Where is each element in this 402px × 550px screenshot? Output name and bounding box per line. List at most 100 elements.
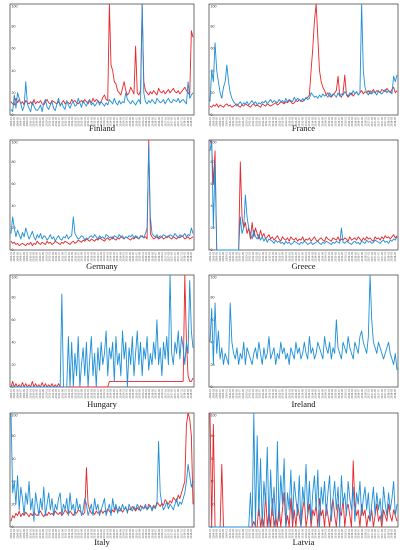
x-tick-label: 2014-11 <box>324 388 328 398</box>
y-tick-label: 60 <box>12 47 16 51</box>
x-tick-label: 2015-11 <box>141 528 145 538</box>
x-tick-label: 2013-05 <box>93 251 97 261</box>
x-tick-label: 2017-07 <box>376 528 380 538</box>
x-tick-label: 2014-07 <box>115 528 119 538</box>
x-tick-label: 2017-07 <box>376 388 380 398</box>
x-tick-label: 2011-09 <box>261 528 265 538</box>
y-tick-label: 40 <box>211 204 215 208</box>
x-tick-label: 2014-07 <box>115 251 119 261</box>
x-tick-label: 2011-01 <box>248 251 252 261</box>
x-tick-label: 2010-11 <box>44 116 48 126</box>
x-tick-label: 2013-01 <box>86 116 90 126</box>
x-tick-label: 2017-05 <box>373 388 377 398</box>
x-tick-label: 2015-01 <box>327 388 331 398</box>
x-tick-label: 2011-03 <box>251 528 255 538</box>
x-tick-label: 2012-03 <box>271 528 275 538</box>
x-tick-label: 2016-07 <box>154 251 158 261</box>
x-tick-label: 2011-03 <box>51 388 55 398</box>
x-tick-label: 2018-01 <box>386 251 390 261</box>
y-tick-label: 0 <box>12 525 14 529</box>
x-tick-label: 2012-05 <box>73 116 77 126</box>
x-tick-label: 2016-03 <box>350 116 354 126</box>
x-tick-label: 2009-09 <box>221 251 225 261</box>
x-tick-label: 2010-07 <box>238 528 242 538</box>
x-tick-label: 2015-11 <box>343 251 347 261</box>
y-tick-label: 20 <box>211 363 215 367</box>
x-tick-label: 2012-09 <box>281 528 285 538</box>
x-tick-label: 2018-01 <box>183 251 187 261</box>
x-tick-label: 2012-01 <box>267 116 271 126</box>
x-tick-label: 2017-03 <box>370 388 374 398</box>
x-tick-label: 2012-09 <box>80 388 84 398</box>
x-tick-label: 2011-01 <box>48 528 52 538</box>
y-tick-label: 60 <box>211 318 215 322</box>
x-tick-label: 2016-07 <box>154 388 158 398</box>
x-tick-label: 2016-05 <box>353 251 357 261</box>
x-tick-label: 2009-11 <box>25 528 29 538</box>
x-tick-label: 2012-11 <box>284 528 288 538</box>
x-tick-label: 2012-11 <box>83 116 87 126</box>
panel-title-ireland: Ireland <box>291 399 316 409</box>
plot-frame-france <box>208 3 399 116</box>
x-tick-label: 2009-09 <box>22 528 26 538</box>
x-tick-label: 2013-11 <box>102 528 106 538</box>
x-tick-label: 2010-05 <box>234 388 238 398</box>
x-tick-label: 2011-01 <box>48 251 52 261</box>
x-tick-label: 2012-03 <box>70 251 74 261</box>
y-tick-label: 60 <box>12 182 16 186</box>
x-tick-label: 2016-07 <box>357 116 361 126</box>
x-tick-label: 2014-01 <box>105 388 109 398</box>
x-tick-label: 2016-09 <box>157 251 161 261</box>
x-tick-label: 2011-05 <box>54 116 58 126</box>
x-tick-label: 2014-05 <box>112 251 116 261</box>
x-tick-label: 2016-01 <box>347 388 351 398</box>
x-tick-label: 2015-09 <box>138 116 142 126</box>
x-tick-label: 2009-05 <box>15 388 19 398</box>
y-tick-label: 80 <box>12 24 16 28</box>
x-tick-label: 2009-01 <box>208 388 212 398</box>
x-tick-label: 2015-05 <box>131 116 135 126</box>
x-tick-label: 2009-01 <box>9 116 13 126</box>
x-tick-label: 2010-05 <box>234 528 238 538</box>
x-tick-label: 2011-11 <box>64 251 68 261</box>
x-tick-label: 2014-05 <box>314 388 318 398</box>
x-tick-label: 2009-07 <box>218 528 222 538</box>
x-tick-label: 2015-05 <box>334 251 338 261</box>
x-tick-label: 2014-09 <box>118 251 122 261</box>
x-tick-label: 2013-01 <box>287 388 291 398</box>
x-tick-label: 2012-07 <box>77 251 81 261</box>
x-tick-label: 2010-09 <box>241 116 245 126</box>
y-tick-label: 80 <box>12 296 16 300</box>
x-tick-label: 2013-09 <box>99 116 103 126</box>
x-tick-label: 2011-01 <box>248 116 252 126</box>
x-tick-label: 2013-07 <box>96 388 100 398</box>
x-tick-label: 2009-05 <box>215 116 219 126</box>
x-tick-label: 2010-05 <box>234 116 238 126</box>
x-tick-label: 2016-11 <box>160 116 164 126</box>
x-tick-label: 2010-09 <box>241 388 245 398</box>
x-tick-label: 2016-05 <box>150 251 154 261</box>
x-tick-label: 2016-11 <box>160 528 164 538</box>
plot-frame-germany <box>9 139 195 251</box>
y-tick-label: 40 <box>211 69 215 73</box>
x-tick-label: 2013-11 <box>304 528 308 538</box>
x-tick-label: 2017-03 <box>167 116 171 126</box>
y-tick-label: 100 <box>12 141 18 145</box>
x-tick-label: 2009-07 <box>218 388 222 398</box>
x-tick-label: 2014-09 <box>118 388 122 398</box>
panel-title-finland: Finland <box>89 123 116 133</box>
x-tick-label: 2017-11 <box>383 388 387 398</box>
x-tick-label: 2009-05 <box>215 251 219 261</box>
x-tick-label: 2018-05 <box>393 528 397 538</box>
x-tick-label: 2010-03 <box>32 251 36 261</box>
x-tick-label: 2014-01 <box>105 251 109 261</box>
x-tick-label: 2009-09 <box>221 116 225 126</box>
x-tick-label: 2017-07 <box>173 116 177 126</box>
plot-frame-greece <box>208 139 399 251</box>
x-tick-label: 2012-09 <box>281 388 285 398</box>
x-tick-label: 2009-03 <box>211 251 215 261</box>
x-tick-label: 2011-09 <box>60 116 64 126</box>
x-tick-label: 2018-05 <box>189 388 193 398</box>
x-tick-label: 2012-01 <box>67 116 71 126</box>
x-tick-label: 2013-01 <box>86 251 90 261</box>
